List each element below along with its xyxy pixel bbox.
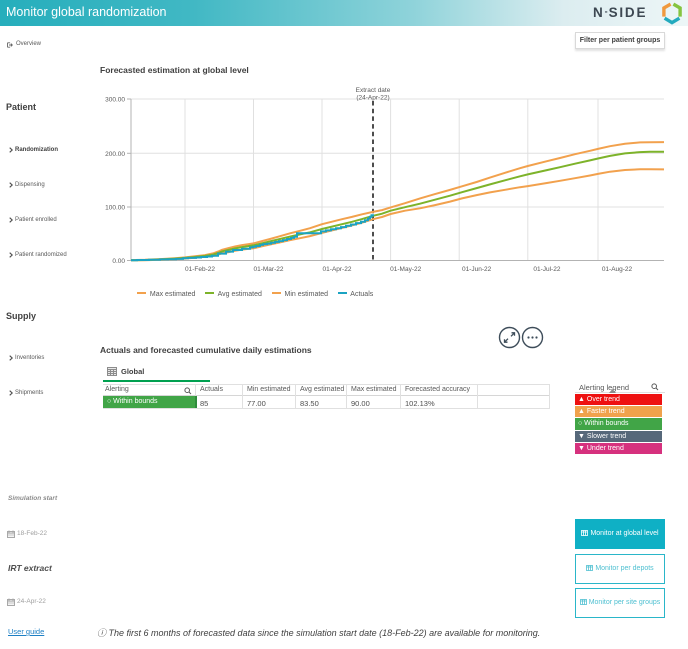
svg-text:01-Apr-22: 01-Apr-22 — [323, 266, 352, 273]
svg-text:01-Feb-22: 01-Feb-22 — [185, 266, 215, 273]
svg-text:(24-Apr-22): (24-Apr-22) — [356, 95, 389, 102]
svg-text:300.00: 300.00 — [105, 97, 125, 104]
svg-text:01-Jun-22: 01-Jun-22 — [462, 266, 492, 273]
svg-text:100.00: 100.00 — [105, 205, 125, 212]
svg-text:Extract date: Extract date — [356, 87, 391, 94]
svg-text:01-Mar-22: 01-Mar-22 — [254, 266, 284, 273]
svg-text:0.00: 0.00 — [112, 258, 125, 265]
svg-text:01-May-22: 01-May-22 — [390, 266, 421, 273]
svg-text:200.00: 200.00 — [105, 151, 125, 158]
svg-text:01-Aug-22: 01-Aug-22 — [602, 266, 633, 273]
svg-text:01-Jul-22: 01-Jul-22 — [533, 266, 560, 273]
